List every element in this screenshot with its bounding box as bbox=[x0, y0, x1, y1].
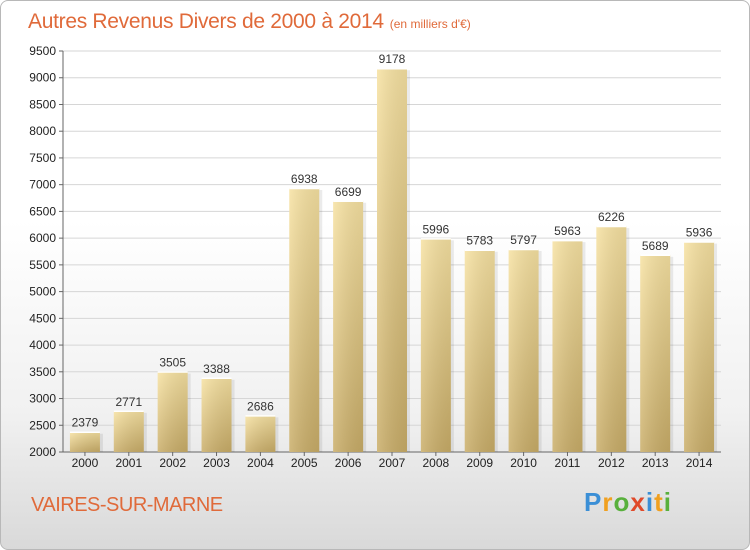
data-label-2007: 9178 bbox=[379, 52, 406, 66]
x-tick-label-2014: 2014 bbox=[686, 456, 713, 470]
bars bbox=[69, 67, 718, 453]
bar-shade bbox=[113, 410, 144, 452]
x-tick-label-2009: 2009 bbox=[466, 456, 493, 470]
data-label-2003: 3388 bbox=[203, 362, 230, 376]
x-tick-label-2008: 2008 bbox=[423, 456, 450, 470]
data-label-2001: 2771 bbox=[115, 395, 142, 409]
brand-letter: i bbox=[645, 487, 655, 517]
bar-shade bbox=[157, 371, 188, 452]
bar-shade bbox=[640, 254, 671, 452]
y-tick-label: 3000 bbox=[29, 392, 56, 406]
x-tick-label-2003: 2003 bbox=[203, 456, 230, 470]
data-labels: 2379 2771 3505 3388 2686 6938 6699 9178 5996 5783… bbox=[72, 52, 713, 430]
brand-letter: P bbox=[584, 487, 603, 517]
y-tick-label: 2000 bbox=[29, 445, 56, 459]
bar-shade bbox=[201, 377, 232, 452]
x-tick-label-2005: 2005 bbox=[291, 456, 318, 470]
x-tick-label-2007: 2007 bbox=[379, 456, 406, 470]
x-tick-label-2004: 2004 bbox=[247, 456, 274, 470]
y-tick-label: 4000 bbox=[29, 338, 56, 352]
y-tick-label: 6500 bbox=[29, 204, 56, 218]
data-label-2005: 6938 bbox=[291, 172, 318, 186]
bar-shade bbox=[377, 68, 407, 453]
brand-letter: t bbox=[654, 487, 664, 517]
data-label-2004: 2686 bbox=[247, 399, 274, 413]
x-tick-label-2011: 2011 bbox=[555, 456, 581, 470]
data-label-2009: 5783 bbox=[466, 234, 493, 248]
y-tick-label: 6000 bbox=[29, 231, 56, 245]
bar-shade bbox=[245, 415, 276, 452]
data-label-2002: 3505 bbox=[159, 356, 186, 370]
x-tick-label-2002: 2002 bbox=[159, 456, 186, 470]
location-label: VAIRES-SUR-MARNE bbox=[31, 494, 223, 516]
x-tick-label-2013: 2013 bbox=[642, 456, 669, 470]
brand-letter: i bbox=[663, 487, 672, 517]
y-tick-label: 7500 bbox=[29, 151, 56, 165]
brand-logo: Proxiti bbox=[584, 487, 672, 518]
bar-shade bbox=[552, 240, 583, 452]
x-tick-label-2000: 2000 bbox=[72, 456, 99, 470]
y-tick-label: 4500 bbox=[29, 311, 56, 325]
bar-shade bbox=[289, 187, 320, 452]
chart-title: Autres Revenus Divers de 2000 à 2014 (en … bbox=[28, 10, 471, 34]
y-tick-label: 8000 bbox=[29, 124, 56, 138]
y-tick-label: 2500 bbox=[29, 418, 56, 432]
chart-subtitle: (en milliers d'€) bbox=[389, 17, 471, 31]
bar-shade bbox=[464, 249, 495, 452]
brand-letter: r bbox=[602, 487, 614, 517]
brand-letter: x bbox=[630, 487, 646, 517]
x-tick-label-2012: 2012 bbox=[598, 456, 625, 470]
y-tick-label: 9000 bbox=[29, 71, 56, 85]
bar-shade bbox=[596, 226, 627, 452]
bar-shade bbox=[508, 248, 539, 452]
y-tick-labels: 2000 2500 3000 3500 4000 4500 5000 5500 6000 6500… bbox=[29, 44, 56, 459]
y-tick-label: 5000 bbox=[29, 285, 56, 299]
x-tick-label-2010: 2010 bbox=[510, 456, 537, 470]
data-label-2012: 6226 bbox=[598, 210, 625, 224]
bar-shade bbox=[684, 241, 715, 452]
x-tick-label-2001: 2001 bbox=[115, 456, 142, 470]
bar-shade bbox=[333, 200, 364, 452]
chart-title-text: Autres Revenus Divers de 2000 à 2014 bbox=[28, 10, 384, 33]
x-tick-labels: 2000 2001 2002 2003 2004 2005 2006 2007 2008 2009… bbox=[72, 456, 713, 470]
y-tick-label: 9500 bbox=[29, 44, 56, 58]
bar-shade bbox=[69, 431, 100, 452]
data-label-2006: 6699 bbox=[335, 185, 362, 199]
y-tick-label: 7000 bbox=[29, 178, 56, 192]
y-tick-label: 3500 bbox=[29, 365, 56, 379]
data-label-2013: 5689 bbox=[642, 239, 669, 253]
x-tick-label-2006: 2006 bbox=[335, 456, 362, 470]
bar-shade bbox=[420, 238, 451, 452]
y-tick-label: 8500 bbox=[29, 97, 56, 111]
data-label-2011: 5963 bbox=[554, 224, 581, 238]
data-label-2000: 2379 bbox=[72, 416, 99, 430]
y-tick-label: 5500 bbox=[29, 258, 56, 272]
data-label-2008: 5996 bbox=[423, 222, 450, 236]
data-label-2014: 5936 bbox=[686, 226, 713, 240]
data-label-2010: 5797 bbox=[510, 233, 537, 247]
brand-letter: o bbox=[613, 487, 631, 517]
